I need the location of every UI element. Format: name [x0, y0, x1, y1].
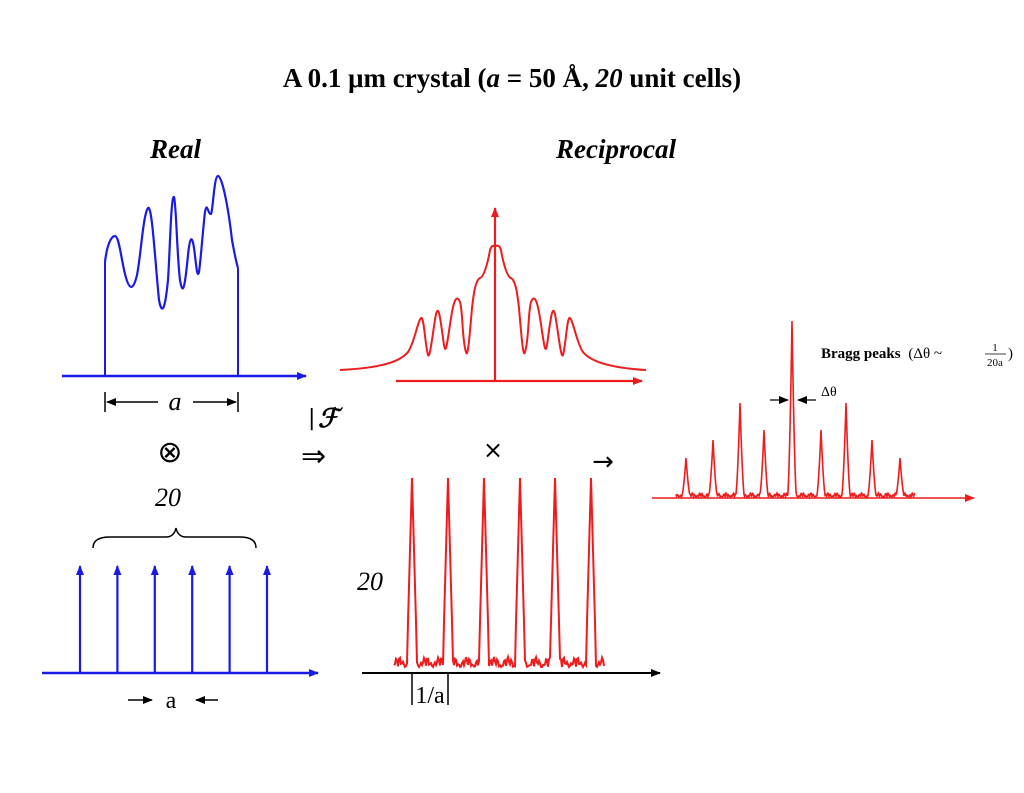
lattice-spacing-label: a: [166, 688, 177, 714]
bragg-formula-prefix: (Δθ ~: [908, 346, 942, 362]
bragg-formula-numerator: 1: [992, 342, 998, 354]
page-title: A 0.1 μm crystal (a = 50 Å, 20 unit cell…: [282, 63, 742, 93]
form-factor-curve-left: [339, 244, 496, 371]
fourier-bar: |: [308, 406, 315, 431]
reciprocal-spacing-label: 1/a: [415, 683, 445, 709]
bragg-peaks-plot: Δθ Bragg peaks (Δθ ~ 1 20a ): [652, 320, 1013, 502]
form-factor-plot: [339, 207, 647, 385]
result-arrow: →: [592, 447, 614, 477]
convolution-symbol: ⊗: [157, 435, 182, 470]
lattice-amplitude-label: 20: [357, 567, 383, 596]
real-space-label: Real: [150, 134, 201, 164]
reciprocal-lattice-plot: 20 1/a: [357, 477, 661, 709]
delta-theta-label: Δθ: [821, 385, 837, 400]
cell-width-label: a: [169, 387, 182, 416]
lattice-spikes: [76, 565, 271, 673]
fourier-symbol: ℱ: [318, 404, 344, 434]
lattice-brace: [92, 527, 257, 549]
unit-cell-density-curve: [103, 174, 240, 310]
bragg-formula-suffix: ): [1008, 346, 1013, 362]
bragg-peaks-curve: [675, 320, 916, 500]
bragg-formula-denominator: 20a: [987, 357, 1003, 369]
svg-text:Bragg peaks (Δθ ~: Bragg peaks (Δθ ~: [821, 346, 942, 362]
reciprocal-space-label: Reciprocal: [556, 134, 676, 164]
bragg-caption: Bragg peaks: [821, 346, 901, 362]
multiply-symbol: ×: [483, 436, 503, 464]
real-lattice-plot: 20 a: [42, 483, 319, 714]
unit-cell-density-plot: a: [62, 174, 307, 416]
form-factor-curve-right: [494, 244, 647, 371]
reciprocal-lattice-curve: [393, 477, 605, 670]
lattice-count-label: 20: [155, 483, 181, 512]
implies-symbol: ⇒: [301, 439, 326, 474]
